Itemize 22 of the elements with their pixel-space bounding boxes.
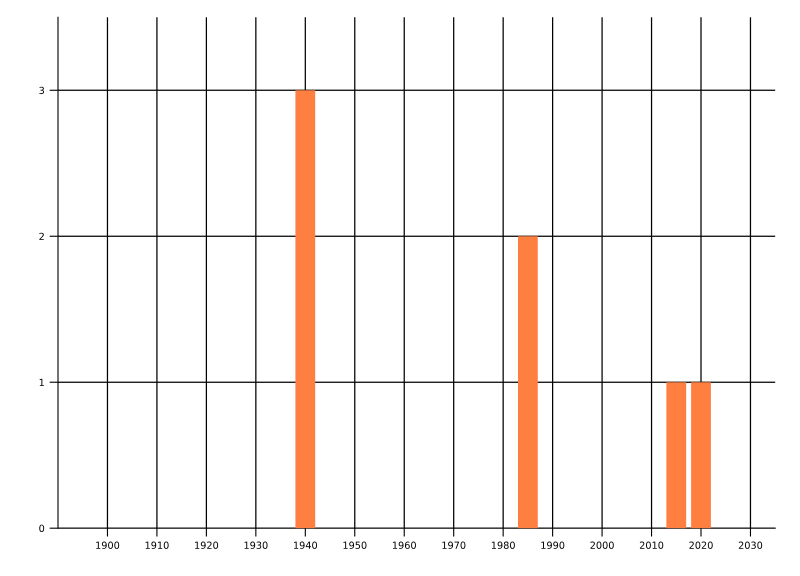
x-tick-label: 1960 (392, 542, 416, 549)
x-tick-label: 1970 (442, 542, 466, 549)
bar (691, 382, 711, 528)
x-tick-label: 2020 (689, 542, 713, 549)
x-tick-label: 1950 (343, 542, 366, 549)
y-tick-label: 1 (40, 378, 44, 386)
x-tick-label: 1930 (244, 542, 268, 549)
x-tick-label: 1980 (492, 542, 515, 549)
y-tick-label: 0 (39, 524, 44, 532)
x-tick-label: 1990 (541, 542, 564, 549)
y-tick-label: 2 (39, 232, 44, 240)
x-tick-label: 1910 (146, 542, 169, 549)
bar (518, 236, 538, 528)
x-tick-label: 2030 (738, 542, 762, 549)
x-tick-label: 1900 (96, 542, 120, 549)
x-tick-label: 1940 (294, 542, 318, 549)
bar (666, 382, 686, 528)
y-tick-label: 3 (39, 86, 44, 94)
x-tick-label: 2010 (640, 542, 664, 549)
x-tick-label: 1920 (195, 542, 218, 549)
bar (295, 90, 316, 528)
x-tick-label: 2000 (590, 542, 614, 549)
